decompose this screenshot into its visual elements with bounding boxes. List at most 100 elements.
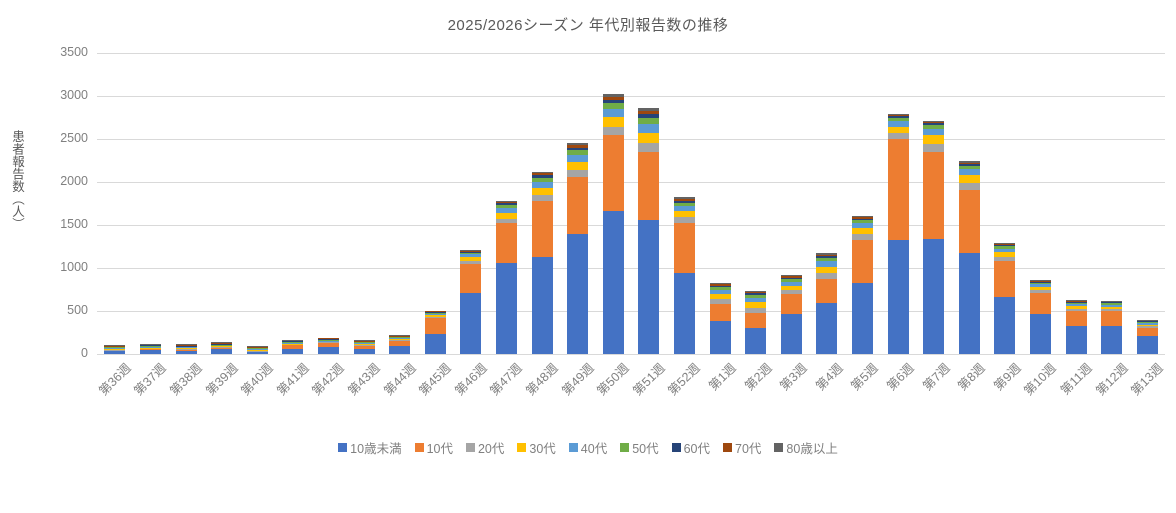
bar-segment[interactable] [175,350,197,354]
bar-segment[interactable] [282,343,304,345]
bar-segment[interactable] [1029,286,1051,290]
bar-segment[interactable] [638,117,660,124]
bar-segment[interactable] [745,312,767,328]
bar-segment[interactable] [1065,326,1087,354]
bar-segment[interactable] [495,218,517,224]
bar-segment[interactable] [1101,300,1123,302]
bar-segment[interactable] [709,321,731,354]
bar-segment[interactable] [139,350,161,354]
bar-segment[interactable] [1065,306,1087,309]
bar-segment[interactable] [211,342,233,344]
bar-segment[interactable] [1029,313,1051,354]
bar-segment[interactable] [389,335,411,336]
bar-segment[interactable] [424,318,446,335]
bar-segment[interactable] [531,171,553,174]
bar-segment[interactable] [282,348,304,354]
bar-segment[interactable] [745,294,767,298]
bar-segment[interactable] [246,351,268,353]
bar-segment[interactable] [816,254,838,257]
bar-segment[interactable] [1101,306,1123,310]
bar-segment[interactable] [567,143,589,146]
bar-segment[interactable] [175,345,197,347]
bar-segment[interactable] [353,342,375,344]
bar-segment[interactable] [175,348,197,350]
bar-segment[interactable] [1065,300,1087,302]
bar-segment[interactable] [353,340,375,342]
bar-segment[interactable] [602,126,624,135]
bar-segment[interactable] [816,256,838,258]
legend-item[interactable]: 30代 [517,438,556,457]
bar-segment[interactable] [1065,304,1087,307]
bar-segment[interactable] [211,344,233,346]
bar-segment[interactable] [460,292,482,354]
bar-segment[interactable] [567,154,589,162]
bar-segment[interactable] [389,336,411,338]
bar-segment[interactable] [531,177,553,182]
bar-segment[interactable] [495,201,517,204]
bar-segment[interactable] [389,340,411,346]
bar-segment[interactable] [567,169,589,177]
bar-segment[interactable] [1136,323,1158,325]
bar-segment[interactable] [709,287,731,290]
bar-segment[interactable] [531,181,553,188]
bar-segment[interactable] [1029,280,1051,282]
bar-segment[interactable] [923,144,945,153]
bar-segment[interactable] [923,128,945,136]
bar-segment[interactable] [317,343,339,348]
bar-segment[interactable] [139,347,161,348]
bar-segment[interactable] [1065,301,1087,302]
bar-segment[interactable] [745,291,767,294]
bar-segment[interactable] [887,121,909,128]
bar-segment[interactable] [317,342,339,344]
bar-segment[interactable] [994,243,1016,245]
bar-segment[interactable] [1029,281,1051,282]
bar-segment[interactable] [816,266,838,274]
bar-segment[interactable] [851,215,873,218]
legend-item[interactable]: 70代 [723,438,761,457]
bar-segment[interactable] [1136,336,1158,354]
bar-segment[interactable] [139,349,161,351]
bar-segment[interactable] [923,125,945,129]
bar-segment[interactable] [1136,320,1158,322]
bar-segment[interactable] [139,348,161,350]
bar-segment[interactable] [1136,327,1158,337]
bar-segment[interactable] [1101,309,1123,312]
bar-segment[interactable] [139,346,161,348]
bar-segment[interactable] [851,228,873,235]
bar-segment[interactable] [994,252,1016,257]
legend-item[interactable]: 10歳未満 [338,438,402,457]
bar-segment[interactable] [104,350,126,352]
bar-segment[interactable] [246,352,268,354]
bar-segment[interactable] [994,244,1016,247]
bar-segment[interactable] [816,257,838,262]
bar-segment[interactable] [495,223,517,264]
bar-segment[interactable] [673,273,695,354]
bar-segment[interactable] [1029,282,1051,285]
bar-segment[interactable] [1101,311,1123,327]
bar-segment[interactable] [353,343,375,345]
bar-segment[interactable] [851,220,873,224]
bar-segment[interactable] [175,344,197,345]
bar-segment[interactable] [780,285,802,290]
bar-segment[interactable] [175,347,197,349]
bar-segment[interactable] [104,348,126,350]
bar-segment[interactable] [104,347,126,349]
bar-segment[interactable] [531,257,553,354]
bar-segment[interactable] [1029,284,1051,287]
bar-segment[interactable] [958,190,980,254]
legend-item[interactable]: 40代 [568,438,607,457]
bar-segment[interactable] [923,152,945,240]
bar-segment[interactable] [994,260,1016,298]
bar-segment[interactable] [958,175,980,183]
bar-segment[interactable] [211,347,233,348]
bar-segment[interactable] [353,341,375,343]
bar-segment[interactable] [353,344,375,346]
bar-segment[interactable] [745,307,767,313]
bar-segment[interactable] [1065,301,1087,303]
bar-segment[interactable] [602,108,624,117]
bar-segment[interactable] [602,103,624,109]
bar-segment[interactable] [211,343,233,345]
bar-segment[interactable] [389,335,411,337]
bar-segment[interactable] [104,351,126,354]
bar-segment[interactable] [353,343,375,344]
